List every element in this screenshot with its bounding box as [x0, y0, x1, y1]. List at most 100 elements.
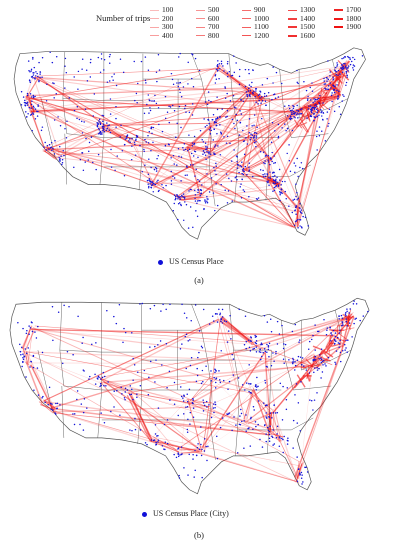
census-place-point	[215, 165, 217, 167]
census-place-point	[316, 105, 318, 108]
census-place-point	[103, 375, 106, 378]
census-place-point	[186, 401, 189, 403]
census-place-point	[139, 144, 141, 147]
census-place-point	[310, 107, 313, 110]
census-place-point	[239, 165, 241, 167]
census-place-point	[248, 94, 251, 96]
census-place-point	[207, 118, 209, 121]
census-place-point	[210, 153, 212, 156]
trip-flow-line	[180, 399, 187, 454]
census-place-point	[343, 67, 345, 69]
census-place-point	[147, 142, 150, 144]
census-place-point	[182, 193, 185, 195]
census-place-point	[159, 340, 162, 342]
census-place-point	[84, 108, 87, 110]
census-place-point	[277, 184, 280, 186]
census-place-point	[270, 331, 273, 333]
census-place-point	[52, 339, 54, 342]
census-place-point	[149, 109, 152, 112]
census-place-point	[55, 56, 58, 58]
census-place-point	[296, 359, 299, 362]
trip-flow-line	[326, 339, 334, 351]
trip-flow-line	[208, 113, 315, 154]
census-place-point	[274, 186, 277, 188]
census-place-point	[312, 101, 314, 104]
legend-item: 1500	[288, 22, 315, 31]
legend-item: 1900	[334, 22, 361, 31]
census-place-point	[164, 95, 167, 98]
census-place-point	[284, 123, 286, 125]
census-place-point	[250, 340, 252, 343]
census-place-point	[61, 159, 64, 161]
census-place-point	[308, 340, 311, 343]
legend-item: 1300	[288, 5, 315, 14]
census-place-point	[253, 139, 256, 141]
census-place-point	[294, 361, 296, 363]
census-place-point	[246, 93, 248, 96]
census-place-point	[215, 117, 217, 120]
census-place-point	[132, 379, 134, 381]
census-place-point	[192, 399, 194, 401]
census-place-point	[301, 212, 303, 215]
us-outline	[9, 297, 370, 495]
trip-flow-line	[187, 315, 350, 406]
census-place-point	[297, 175, 299, 178]
census-place-point	[165, 342, 168, 345]
census-place-point	[263, 348, 266, 350]
trip-flow-line	[341, 72, 343, 79]
census-place-point	[177, 85, 179, 88]
census-place-point	[99, 382, 102, 385]
census-places	[17, 300, 369, 485]
census-place-point	[262, 402, 265, 404]
census-place-point	[35, 75, 37, 77]
census-place-point	[231, 118, 234, 121]
trip-flow-line	[100, 382, 153, 443]
census-place-point	[166, 419, 169, 421]
census-place-point	[275, 437, 278, 439]
census-place-point	[299, 356, 302, 359]
trip-flow-line	[294, 365, 318, 368]
census-place-point	[257, 400, 260, 402]
census-place-point	[131, 429, 133, 432]
census-place-point	[296, 456, 298, 458]
census-place-point	[275, 181, 277, 183]
census-place-point	[275, 353, 277, 355]
census-place-point	[61, 163, 63, 166]
census-place-point	[274, 97, 277, 100]
census-place-point	[226, 135, 229, 138]
trip-flow-line	[299, 125, 303, 129]
census-place-point	[250, 392, 252, 394]
census-place-point	[152, 191, 155, 193]
census-place-point	[215, 125, 217, 127]
census-place-point	[179, 198, 181, 200]
trip-flow-line	[33, 66, 344, 111]
census-place-point	[28, 106, 31, 109]
census-place-point	[213, 167, 215, 169]
census-place-point	[307, 98, 309, 100]
census-place-point	[259, 169, 262, 171]
census-place-point	[192, 407, 195, 410]
census-place-point	[281, 127, 283, 129]
census-place-point	[265, 417, 268, 419]
census-place-point	[204, 142, 207, 145]
trip-line-swatch-icon	[288, 17, 297, 20]
trip-flow-line	[316, 92, 320, 100]
census-place-point	[229, 100, 232, 102]
census-place-point	[279, 193, 281, 196]
census-place-point	[188, 111, 191, 114]
census-place-point	[180, 453, 183, 456]
census-place-point	[157, 441, 159, 443]
census-place-point	[41, 397, 43, 399]
census-place-point	[32, 74, 35, 76]
census-place-point	[292, 199, 294, 201]
census-place-point	[345, 72, 348, 74]
census-place-point	[22, 356, 24, 359]
census-place-point	[124, 143, 126, 146]
census-place-point	[66, 351, 69, 353]
census-place-point	[267, 429, 270, 432]
us-map-a	[13, 47, 366, 240]
census-place-point	[153, 304, 156, 307]
census-place-point	[131, 332, 133, 334]
census-place-point	[95, 168, 97, 171]
census-place-point	[94, 373, 96, 376]
